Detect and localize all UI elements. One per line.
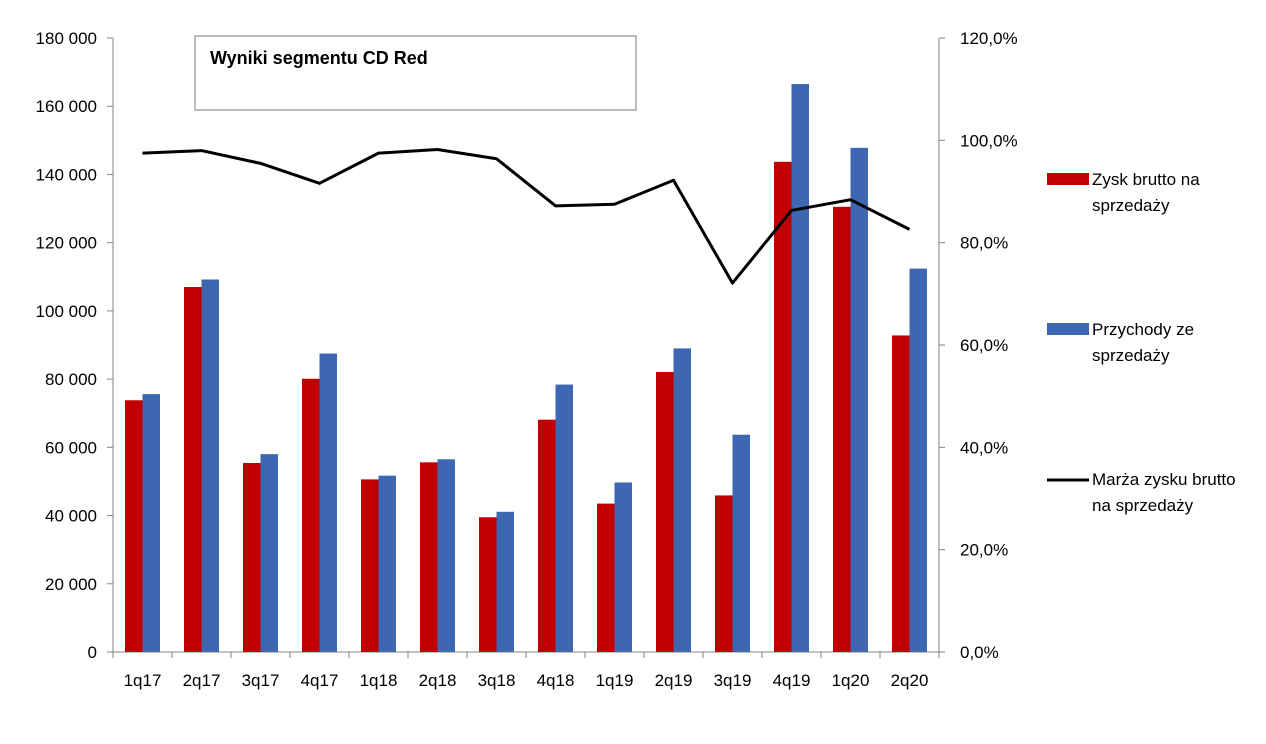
bar-revenue xyxy=(201,279,219,652)
bar-revenue xyxy=(496,511,514,652)
x-tick-label: 4q19 xyxy=(773,671,811,690)
bar-gross-profit xyxy=(597,503,615,652)
bar-gross-profit xyxy=(538,419,556,652)
y-right-tick-label: 120,0% xyxy=(960,29,1018,48)
legend-swatch-bar xyxy=(1047,323,1089,335)
y-left-tick-label: 80 000 xyxy=(45,370,97,389)
bar-gross-profit xyxy=(479,517,497,652)
y-left-tick-label: 140 000 xyxy=(36,165,97,184)
x-tick-label: 2q20 xyxy=(891,671,929,690)
x-tick-label: 2q17 xyxy=(183,671,221,690)
bar-gross-profit xyxy=(892,335,910,652)
legend-label: na sprzedaży xyxy=(1092,496,1194,515)
bar-gross-profit xyxy=(656,371,674,652)
legend-label: Zysk brutto na xyxy=(1092,170,1200,189)
bar-gross-profit xyxy=(774,161,792,652)
y-right-tick-label: 60,0% xyxy=(960,336,1008,355)
legend-label: sprzedaży xyxy=(1092,346,1170,365)
bar-revenue xyxy=(673,348,691,652)
legend-label: sprzedaży xyxy=(1092,196,1170,215)
y-left-tick-label: 100 000 xyxy=(36,302,97,321)
y-left-tick-label: 0 xyxy=(88,643,97,662)
y-left-tick-label: 60 000 xyxy=(45,438,97,457)
bar-gross-profit xyxy=(184,287,202,652)
legend-label: Marża zysku brutto xyxy=(1092,470,1236,489)
x-tick-label: 2q19 xyxy=(655,671,693,690)
bar-revenue xyxy=(260,454,278,652)
y-left-tick-label: 180 000 xyxy=(36,29,97,48)
bar-revenue xyxy=(437,459,455,652)
bar-gross-profit xyxy=(302,378,320,652)
legend-label: Przychody ze xyxy=(1092,320,1194,339)
bar-revenue xyxy=(614,482,632,652)
y-left-tick-label: 120 000 xyxy=(36,234,97,253)
y-left-tick-label: 20 000 xyxy=(45,575,97,594)
x-tick-label: 3q18 xyxy=(478,671,516,690)
plot-area: 0 20 000 40 000 60 000 80 000 100 000 120 000 1… xyxy=(36,29,1018,690)
bar-revenue xyxy=(142,394,160,652)
x-tick-label: 1q20 xyxy=(832,671,870,690)
y-right-tick-label: 40,0% xyxy=(960,438,1008,457)
legend: Zysk brutto na sprzedaży Przychody ze sprze… xyxy=(1047,170,1236,515)
y-left-tick-label: 40 000 xyxy=(45,507,97,526)
bar-revenue xyxy=(850,147,868,653)
bar-revenue xyxy=(791,84,809,653)
legend-swatch-bar xyxy=(1047,173,1089,185)
x-tick-label: 1q17 xyxy=(124,671,162,690)
x-tick-label: 3q17 xyxy=(242,671,280,690)
bar-revenue xyxy=(319,353,337,652)
bar-revenue xyxy=(555,384,573,652)
bar-revenue xyxy=(732,434,750,652)
bar-gross-profit xyxy=(715,495,733,652)
x-tick-label: 1q18 xyxy=(360,671,398,690)
bar-revenue xyxy=(909,268,927,652)
y-right-tick-label: 100,0% xyxy=(960,131,1018,150)
x-tick-label: 2q18 xyxy=(419,671,457,690)
x-tick-label: 3q19 xyxy=(714,671,752,690)
title-box xyxy=(194,35,637,111)
bar-gross-profit xyxy=(420,462,438,652)
margin-line xyxy=(142,148,911,285)
bar-gross-profit xyxy=(243,463,261,652)
bar-gross-profit xyxy=(361,479,379,652)
y-right-tick-label: 0,0% xyxy=(960,643,999,662)
y-left-tick-label: 160 000 xyxy=(36,97,97,116)
chart-title: Wyniki segmentu CD Red xyxy=(210,48,428,68)
bar-gross-profit xyxy=(125,400,143,652)
bar-gross-profit xyxy=(833,206,851,652)
x-tick-label: 1q19 xyxy=(596,671,634,690)
x-tick-label: 4q17 xyxy=(301,671,339,690)
x-tick-label: 4q18 xyxy=(537,671,575,690)
bar-revenue xyxy=(378,475,396,652)
y-right-tick-label: 80,0% xyxy=(960,234,1008,253)
y-right-tick-label: 20,0% xyxy=(960,541,1008,560)
